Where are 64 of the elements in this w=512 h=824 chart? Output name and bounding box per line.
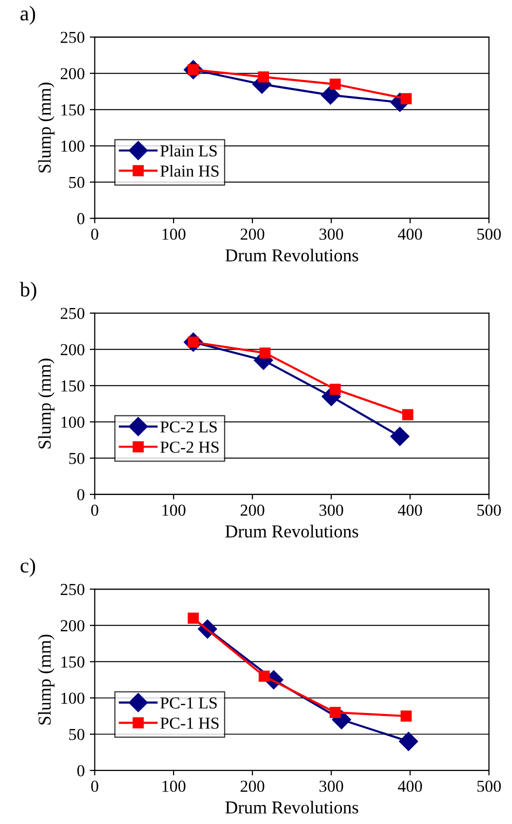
y-tick-label: 200: [60, 344, 84, 356]
y-tick-label: 150: [61, 656, 84, 668]
chart-title: b): [20, 282, 36, 301]
y-tick-label: 100: [61, 416, 84, 428]
point: [330, 384, 341, 395]
x-tick-label: 100: [162, 504, 186, 516]
x-tick-label: 400: [398, 504, 422, 516]
point: [399, 732, 418, 751]
legend-label: Plain HS: [160, 164, 219, 177]
y-tick-label: 0: [77, 213, 84, 224]
point: [400, 710, 412, 722]
y-tick-label: 250: [60, 308, 84, 320]
y-tick-label: 150: [61, 104, 84, 116]
legend-label: PC-1 HS: [160, 718, 219, 729]
point: [258, 71, 270, 83]
y-tick-label: 200: [60, 620, 84, 632]
point: [320, 86, 340, 105]
x-tick-label: 200: [240, 228, 264, 240]
point: [188, 612, 199, 624]
y-tick-label: 50: [69, 176, 84, 188]
y-axis-title: Slump (mm): [38, 634, 54, 724]
point: [330, 706, 341, 718]
x-tick-label: 400: [398, 780, 422, 792]
x-tick-label: 0: [91, 780, 98, 792]
x-tick-label: 500: [477, 228, 501, 240]
point: [258, 670, 270, 682]
x-tick-label: 300: [320, 780, 344, 792]
x-tick-label: 100: [162, 780, 186, 792]
point: [259, 347, 271, 359]
x-axis-title: Drum Revolutions: [225, 524, 358, 538]
legend-label: PC-2 LS: [160, 421, 217, 433]
point: [402, 409, 414, 420]
y-tick-label: 250: [60, 32, 84, 44]
x-tick-label: 500: [477, 780, 501, 792]
y-axis-title: Slump (mm): [38, 358, 54, 448]
point: [330, 78, 341, 90]
x-tick-label: 500: [477, 504, 501, 516]
x-tick-label: 0: [91, 228, 98, 240]
y-tick-label: 50: [69, 728, 84, 740]
x-tick-label: 100: [162, 228, 186, 240]
x-axis-title: Drum Revolutions: [225, 800, 358, 814]
x-tick-label: 0: [91, 504, 98, 516]
y-tick-label: 0: [77, 489, 84, 500]
y-tick-label: 100: [61, 140, 84, 152]
y-tick-label: 250: [60, 584, 84, 596]
y-tick-label: 150: [61, 380, 84, 392]
y-axis-title: Slump (mm): [38, 82, 54, 172]
chart-title: a): [20, 6, 36, 25]
legend-label: Plain LS: [160, 144, 217, 157]
x-tick-label: 200: [240, 780, 264, 792]
y-tick-label: 100: [61, 692, 84, 704]
y-tick-label: 200: [60, 68, 84, 80]
x-tick-label: 300: [320, 504, 344, 516]
x-tick-label: 400: [398, 228, 422, 240]
y-tick-label: 50: [69, 452, 84, 464]
legend-label: PC-2 HS: [160, 442, 219, 453]
point: [390, 426, 410, 446]
x-tick-label: 200: [240, 504, 264, 516]
x-tick-label: 300: [320, 228, 344, 240]
x-axis-title: Drum Revolutions: [225, 248, 358, 262]
point: [400, 93, 412, 104]
y-tick-label: 0: [77, 765, 84, 776]
chart-title: c): [20, 558, 36, 577]
legend-label: PC-1 LS: [160, 697, 217, 709]
